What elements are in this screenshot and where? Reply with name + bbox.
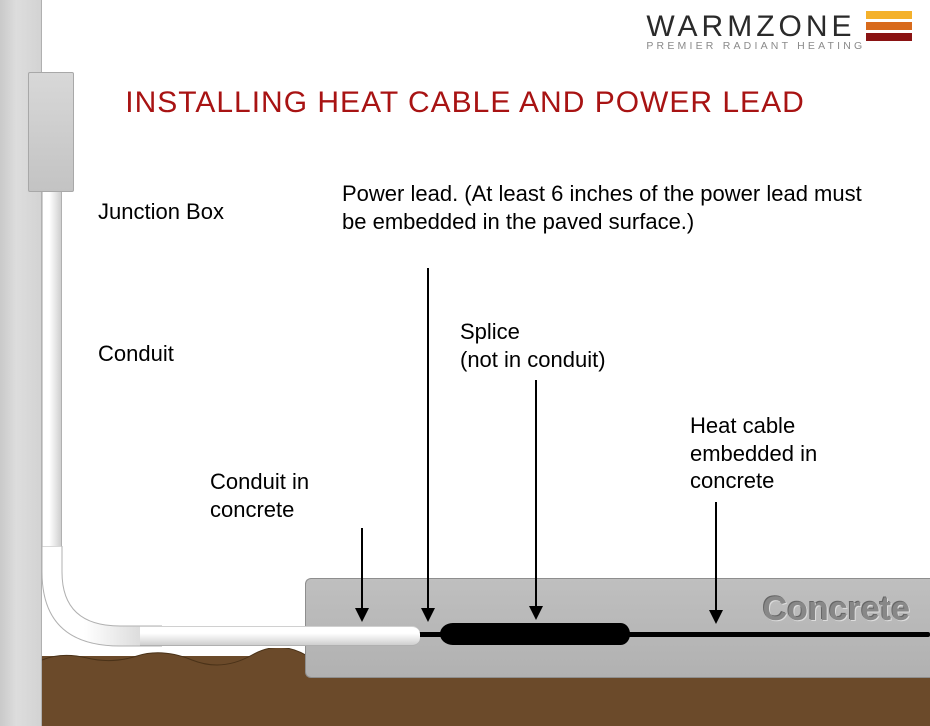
arrowhead-icon [421,608,435,622]
conduit-horizontal [140,626,420,646]
diagram-title: INSTALLING HEAT CABLE AND POWER LEAD [0,86,930,120]
logo-wordmark: WARMZONE [646,10,855,44]
arrowhead-icon [529,606,543,620]
label-heat-cable: Heat cable embedded in concrete [690,412,817,495]
splice [440,623,630,645]
concrete-label: Concrete [763,590,910,629]
logo-bars-icon [866,11,912,44]
label-splice: Splice (not in conduit) [460,318,606,373]
arrow-splice [535,380,537,608]
label-junction-box: Junction Box [98,198,224,226]
label-conduit-in-concrete: Conduit in concrete [210,468,309,523]
arrow-conduit-in-concrete [361,528,363,610]
label-conduit: Conduit [98,340,174,368]
brand-logo: WARMZONE PREMIER RADIANT HEATING [646,10,912,52]
arrowhead-icon [355,608,369,622]
arrowhead-icon [709,610,723,624]
arrow-power-lead [427,268,429,610]
conduit-vertical [42,192,62,572]
conduit-bend [42,546,162,666]
label-power-lead: Power lead. (At least 6 inches of the po… [342,180,862,235]
arrow-heat-cable [715,502,717,612]
